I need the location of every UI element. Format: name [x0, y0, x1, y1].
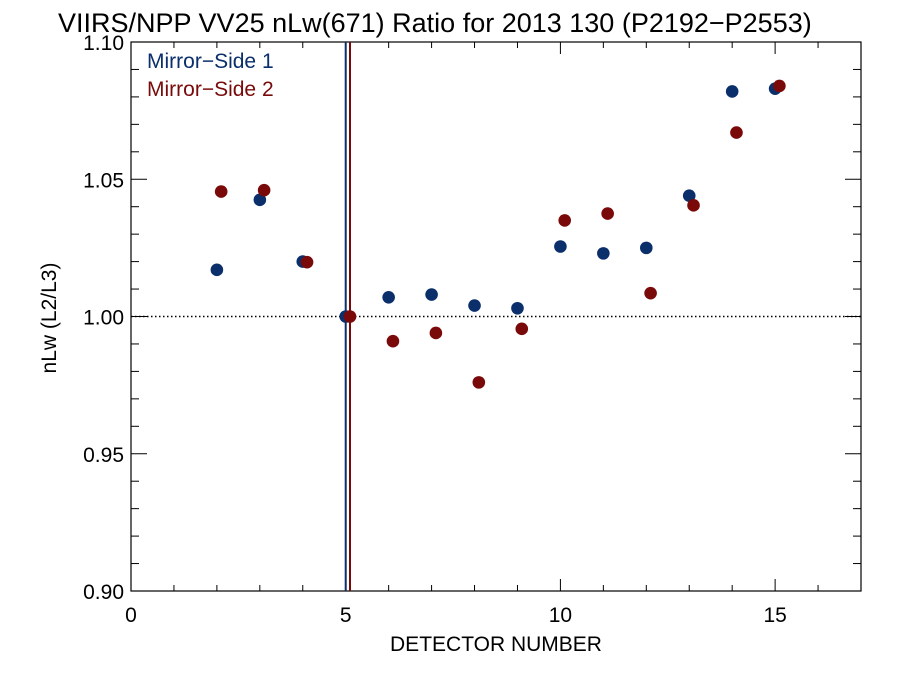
- x-axis-label: DETECTOR NUMBER: [390, 633, 602, 656]
- data-point-series-1: [725, 85, 739, 98]
- data-points: [210, 79, 786, 389]
- data-point-series-2: [472, 376, 486, 389]
- data-point-series-1: [382, 290, 395, 304]
- y-axis-label: nLw (L2/L3): [38, 263, 61, 374]
- data-point-series-2: [515, 322, 529, 336]
- data-point-series-1: [639, 241, 653, 255]
- data-point-series-2: [429, 326, 443, 340]
- data-point-series-1: [511, 301, 524, 315]
- legend: Mirror−Side 1 Mirror−Side 2: [147, 50, 274, 101]
- data-point-series-2: [386, 334, 400, 348]
- data-point-series-1: [682, 189, 696, 203]
- data-point-series-2: [558, 214, 572, 227]
- data-point-series-2: [343, 310, 357, 323]
- y-tick-label: 1.10: [83, 32, 124, 55]
- data-point-series-1: [554, 240, 567, 253]
- legend-entry-mirror-side-2: Mirror−Side 2: [147, 78, 274, 101]
- x-tick-label: 5: [340, 604, 352, 627]
- data-point-series-2: [644, 286, 657, 300]
- y-tick-label: 0.90: [83, 581, 124, 604]
- legend-entry-mirror-side-1: Mirror−Side 1: [147, 50, 274, 73]
- y-tick-label: 1.00: [83, 307, 124, 330]
- data-point-series-1: [425, 288, 438, 301]
- data-point-series-2: [687, 199, 700, 212]
- data-point-series-2: [300, 255, 314, 269]
- reference-lines: [131, 42, 861, 591]
- data-point-series-2: [601, 207, 614, 220]
- data-point-series-2: [214, 185, 228, 198]
- x-tick-label: 10: [549, 604, 572, 627]
- x-tick-label: 0: [125, 604, 137, 627]
- data-point-series-1: [597, 247, 610, 260]
- data-point-series-1: [253, 193, 267, 207]
- data-point-series-2: [730, 126, 743, 139]
- data-point-series-1: [468, 299, 481, 312]
- chart-title: VIIRS/NPP VV25 nLw(671) Ratio for 2013 1…: [58, 8, 812, 38]
- data-point-series-1: [210, 263, 224, 277]
- y-tick-label: 1.05: [83, 169, 124, 192]
- data-point-series-2: [773, 79, 786, 93]
- data-point-series-2: [257, 183, 271, 197]
- axis-ticks: 0 5 10 15 0.90 0.95 1.00 1.05 1.10: [83, 32, 862, 627]
- y-tick-label: 0.95: [83, 444, 124, 467]
- x-tick-label: 15: [763, 604, 786, 627]
